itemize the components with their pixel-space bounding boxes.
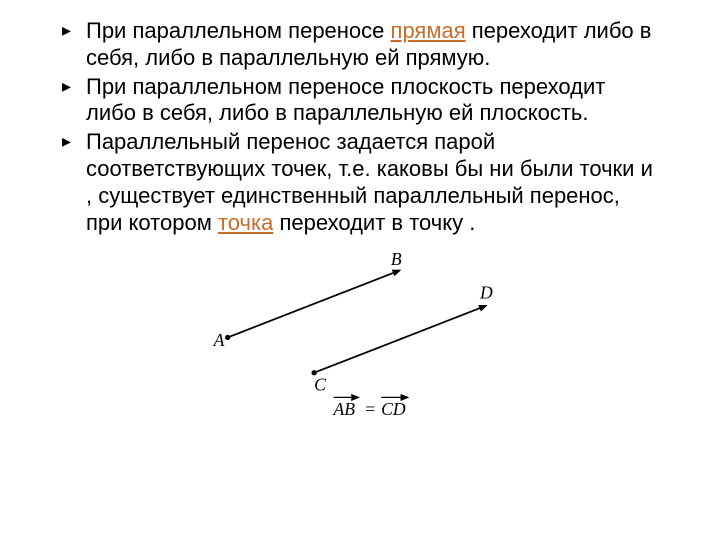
bullet-list: При параллельном переносе прямая переход… [60, 18, 660, 237]
caption-ab: AB [333, 399, 356, 419]
label-a: A [213, 330, 225, 350]
point-a [225, 334, 230, 339]
bullet-3-link: точка [218, 210, 273, 235]
bullet-1-link: прямая [391, 18, 466, 43]
vector-cd [314, 305, 486, 372]
vector-ab [228, 270, 400, 337]
label-c: C [314, 374, 326, 394]
caption-group: AB = CD [333, 397, 408, 419]
bullet-item-2: При параллельном переносе плоскость пере… [60, 74, 660, 128]
bullet-2-pre: При параллельном переносе плоскость пере… [86, 74, 605, 126]
slide: При параллельном переносе прямая переход… [0, 0, 720, 540]
label-d: D [479, 282, 493, 302]
bullet-1-pre: При параллельном переносе [86, 18, 391, 43]
diagram: A B C D AB = CD [210, 251, 510, 423]
bullet-item-3: Параллельный перенос задается парой соот… [60, 129, 660, 236]
bullet-3-post: переходит в точку . [273, 210, 475, 235]
caption-eq: = [365, 399, 375, 419]
caption-cd: CD [381, 399, 406, 419]
label-b: B [391, 251, 402, 269]
bullet-item-1: При параллельном переносе прямая переход… [60, 18, 660, 72]
